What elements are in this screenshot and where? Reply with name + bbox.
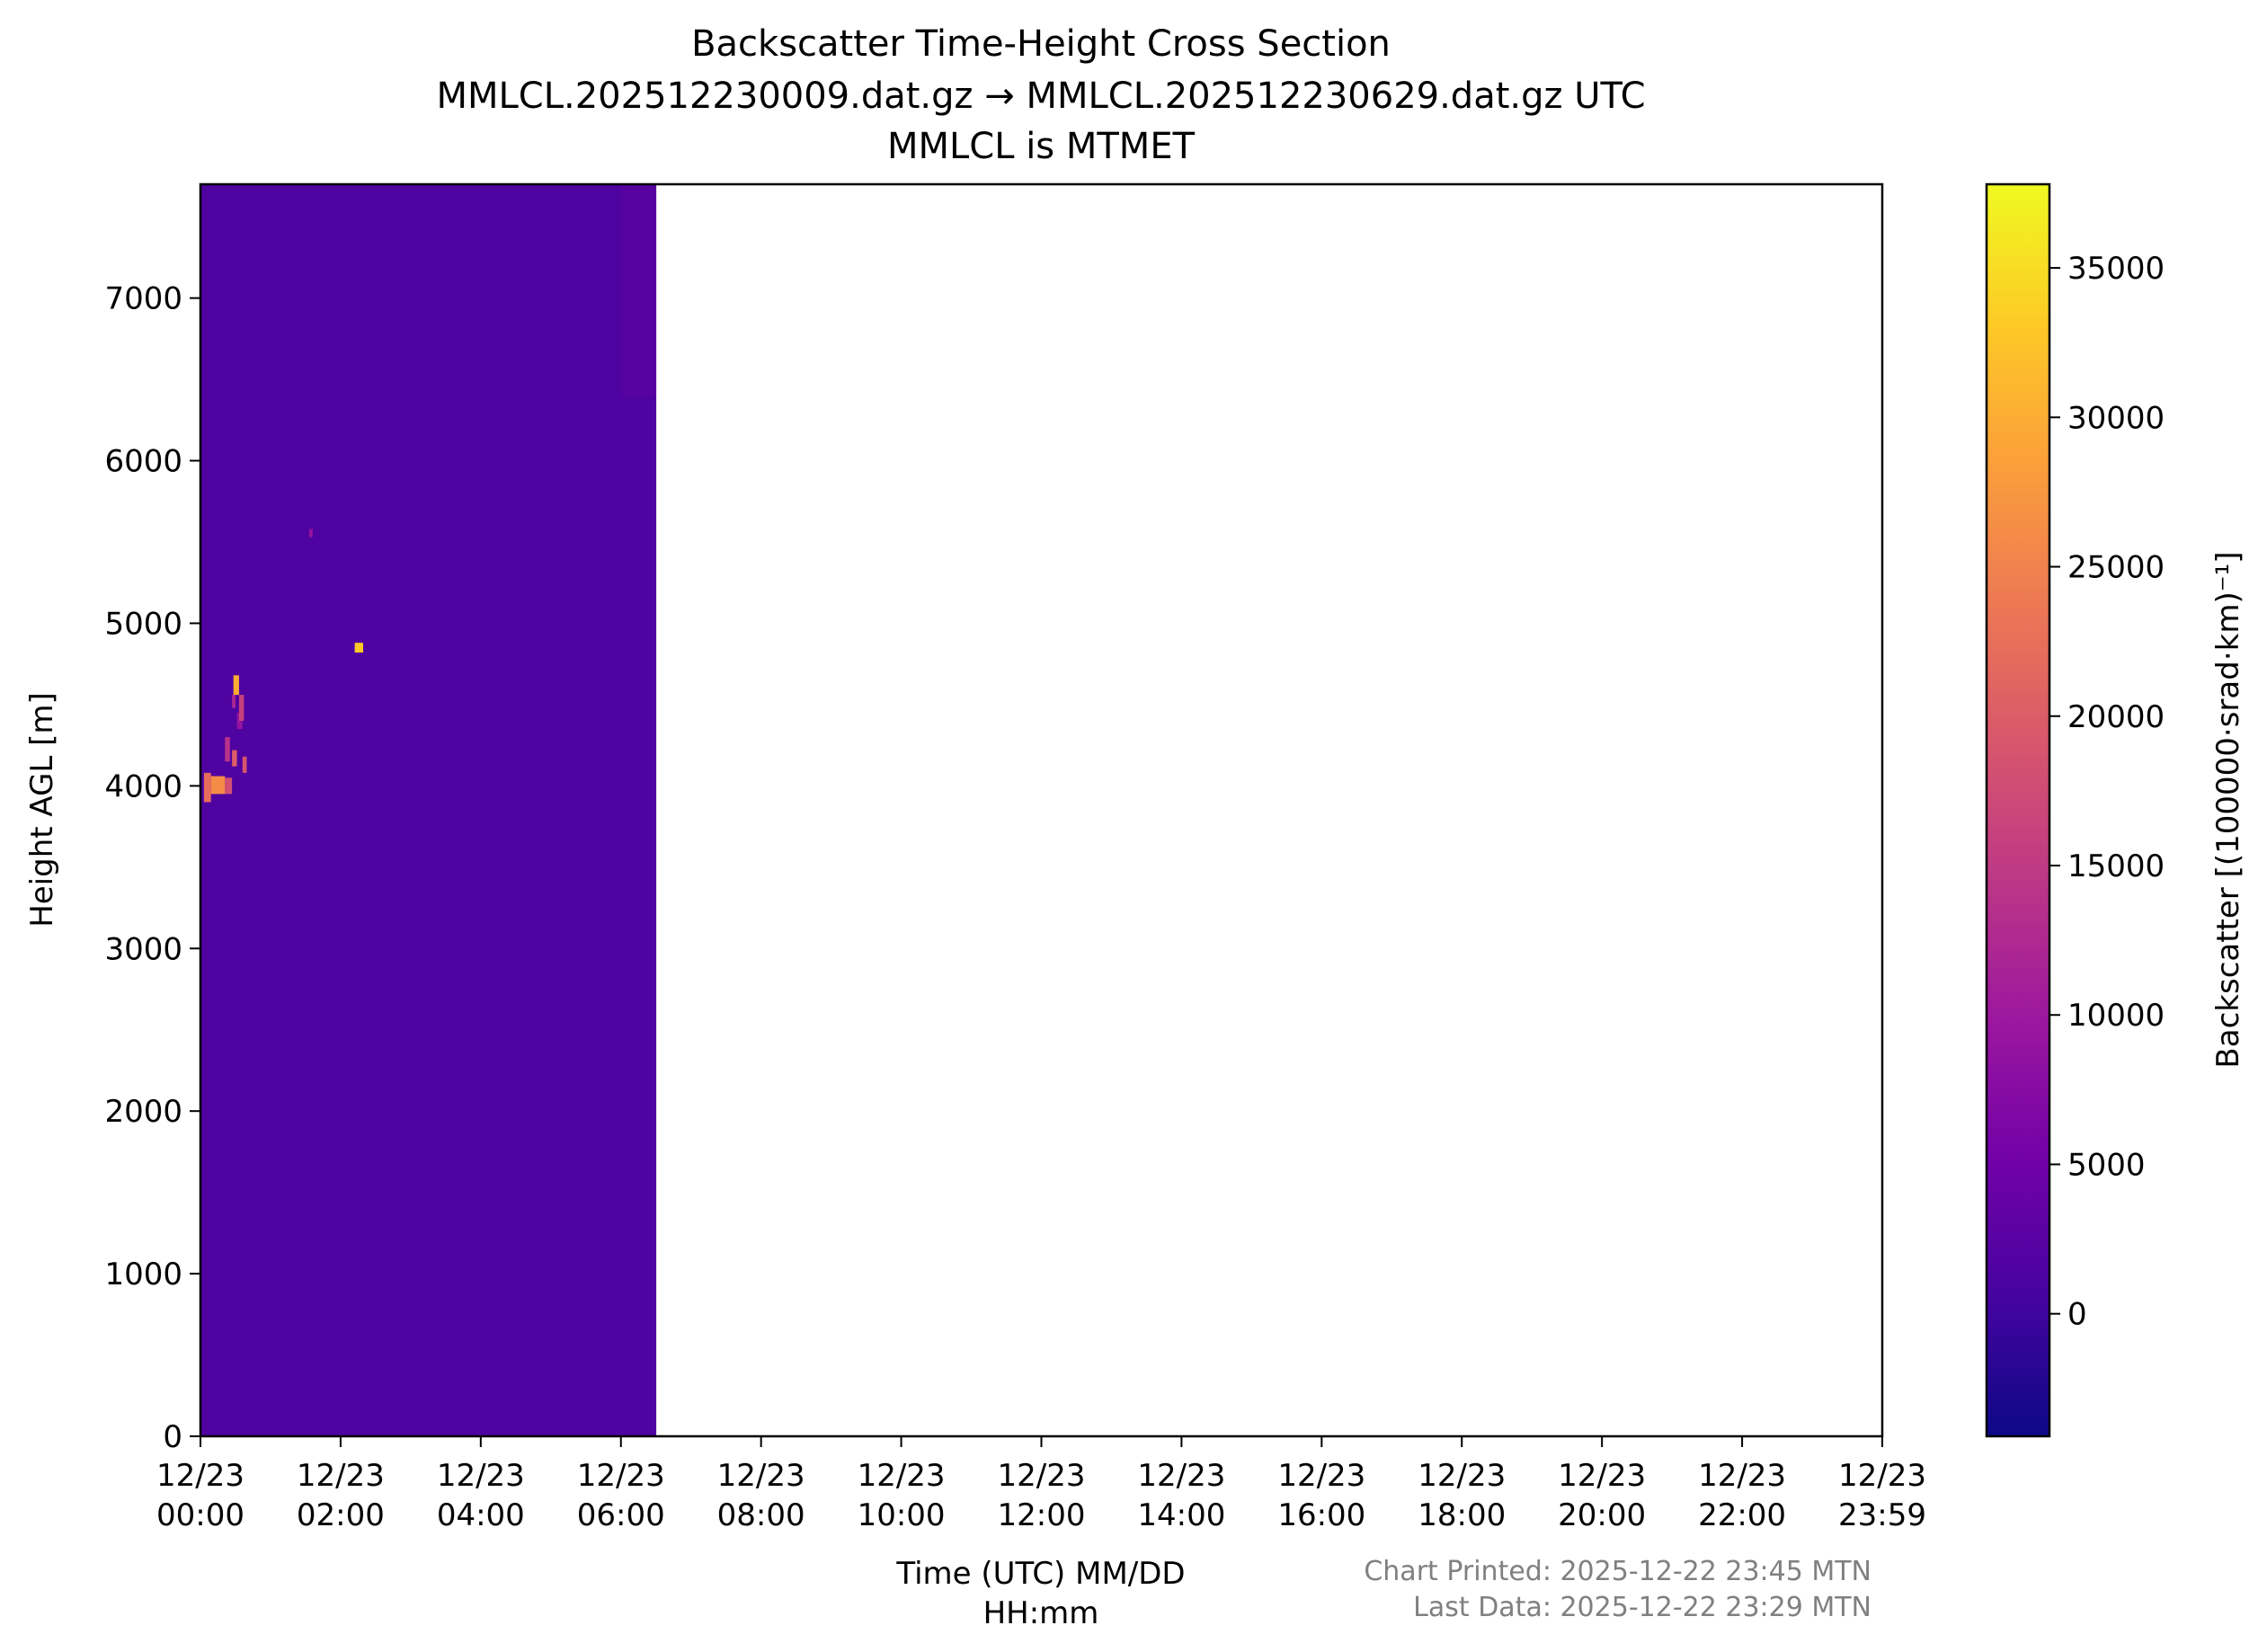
x-tick-label: 12/23 <box>437 1458 525 1494</box>
heatmap-cell <box>354 643 363 653</box>
x-tick-label: 12/23 <box>1137 1458 1225 1494</box>
heatmap-cell <box>232 695 236 708</box>
x-tick-label: 12/23 <box>998 1458 1086 1494</box>
heatmap-cell <box>232 750 237 767</box>
x-axis-label-line-1: Time (UTC) MM/DD <box>895 1556 1185 1592</box>
heatmap-cell <box>233 675 239 696</box>
y-tick-label: 0 <box>163 1419 182 1455</box>
colorbar-tick-label: 15000 <box>2067 848 2165 884</box>
x-axis: 12/2300:0012/2302:0012/2304:0012/2306:00… <box>156 1436 1926 1533</box>
chart-title: Backscatter Time-Height Cross Section MM… <box>436 23 1645 167</box>
y-tick-label: 1000 <box>104 1257 182 1292</box>
colorbar-tick-label: 35000 <box>2067 251 2165 287</box>
colorbar-ticks: 0 5000 10000 15000 20000 25000 30000 35000 <box>2049 251 2165 1333</box>
colorbar-tick-label: 30000 <box>2067 400 2165 436</box>
y-axis: 0 1000 2000 3000 4000 5000 6000 7000 <box>104 281 200 1455</box>
chart-printed-note: Chart Printed: 2025-12-22 23:45 MTN <box>1364 1556 1871 1587</box>
heatmap-cell <box>308 528 313 537</box>
x-tick-label: 23:59 <box>1838 1497 1926 1533</box>
colorbar-tick-label: 25000 <box>2067 550 2165 586</box>
x-tick-label: 18:00 <box>1418 1497 1506 1533</box>
x-tick-label: 12/23 <box>1277 1458 1365 1494</box>
last-data-note: Last Data: 2025-12-22 23:29 MTN <box>1413 1592 1871 1623</box>
colorbar-tick-label: 5000 <box>2067 1147 2146 1183</box>
heatmap-cell <box>203 772 211 803</box>
colorbar <box>1985 182 2051 1438</box>
heatmap-cell <box>238 695 244 721</box>
x-tick-label: 12/23 <box>156 1458 244 1494</box>
title-line-3: MMLCL is MTMET <box>887 126 1196 167</box>
x-tick-label: 12/23 <box>858 1458 946 1494</box>
x-tick-label: 06:00 <box>577 1497 665 1533</box>
x-tick-label: 10:00 <box>858 1497 946 1533</box>
colorbar-tick-label: 20000 <box>2067 699 2165 735</box>
colorbar-tick-label: 0 <box>2067 1297 2087 1333</box>
heatmap-cell <box>242 756 247 773</box>
x-tick-label: 12:00 <box>998 1497 1086 1533</box>
heatmap-cell <box>621 184 657 396</box>
colorbar-label: Backscatter [(100000·srad·km)⁻¹] <box>2210 551 2246 1068</box>
x-tick-label: 04:00 <box>437 1497 525 1533</box>
heatmap-background-cells <box>200 184 657 1436</box>
x-tick-label: 20:00 <box>1558 1497 1646 1533</box>
y-tick-label: 5000 <box>104 606 182 642</box>
y-axis-label: Height AGL [m] <box>24 692 60 928</box>
x-tick-label: 12/23 <box>1698 1458 1786 1494</box>
title-line-2: MMLCL.202512230009.dat.gz → MMLCL.202512… <box>436 75 1645 117</box>
x-tick-label: 12/23 <box>297 1458 385 1494</box>
colorbar-tick-label: 10000 <box>2067 998 2165 1034</box>
plot-area <box>200 184 657 1436</box>
y-tick-label: 3000 <box>104 931 182 967</box>
heatmap-cell <box>225 737 230 762</box>
x-tick-label: 12/23 <box>717 1458 805 1494</box>
x-tick-label: 12/23 <box>1558 1458 1646 1494</box>
heatmap-cell <box>225 777 233 795</box>
x-tick-label: 22:00 <box>1698 1497 1786 1533</box>
x-tick-label: 12/23 <box>1838 1458 1926 1494</box>
y-tick-label: 2000 <box>104 1094 182 1130</box>
heatmap-cell <box>210 776 226 795</box>
title-line-1: Backscatter Time-Height Cross Section <box>691 23 1391 65</box>
x-tick-label: 16:00 <box>1277 1497 1365 1533</box>
x-axis-label-line-2: HH:mm <box>983 1595 1099 1631</box>
x-tick-label: 12/23 <box>577 1458 665 1494</box>
x-tick-label: 12/23 <box>1418 1458 1506 1494</box>
y-tick-label: 4000 <box>104 768 182 804</box>
x-tick-label: 00:00 <box>156 1497 244 1533</box>
y-tick-label: 7000 <box>104 281 182 317</box>
y-tick-label: 6000 <box>104 444 182 480</box>
x-tick-label: 08:00 <box>717 1497 805 1533</box>
x-tick-label: 14:00 <box>1137 1497 1225 1533</box>
x-tick-label: 02:00 <box>297 1497 385 1533</box>
